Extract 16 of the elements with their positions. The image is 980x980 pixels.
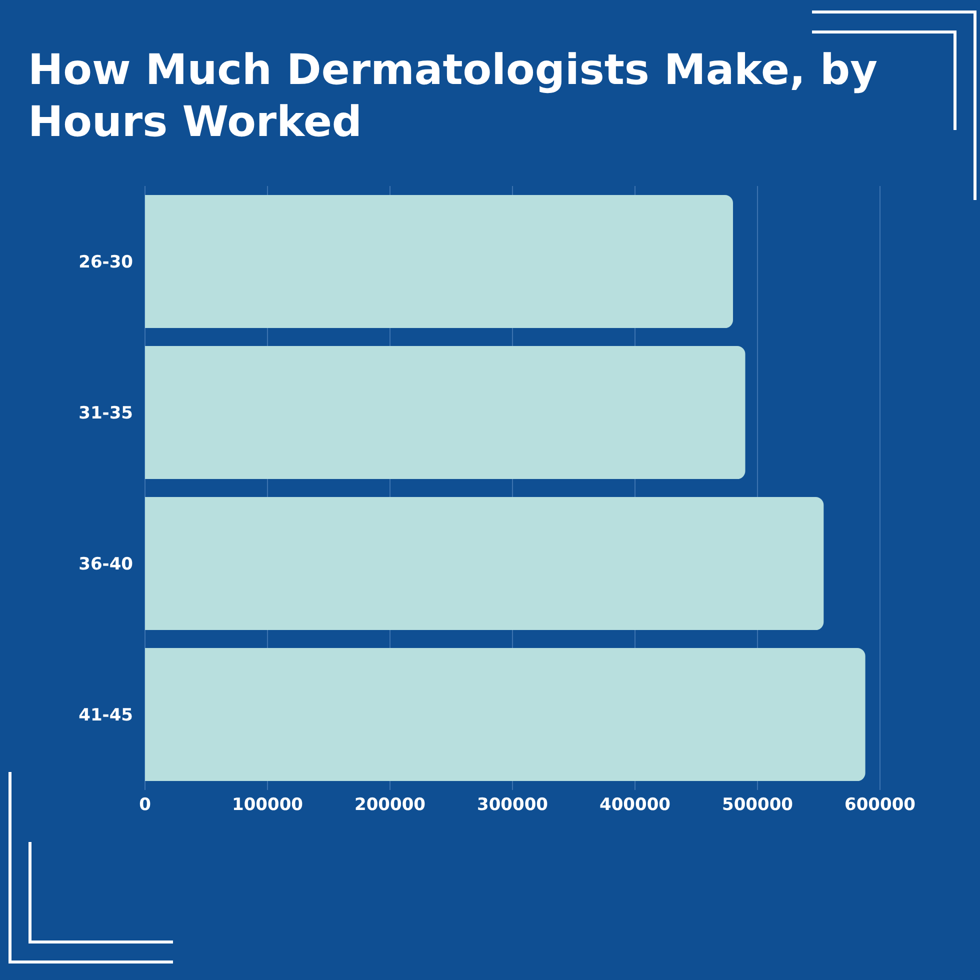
bar [145,346,746,480]
bar [145,648,866,782]
chart-title: How Much Dermatologists Make, by Hours Worked [28,44,878,148]
x-tick-label: 500000 [722,795,794,816]
y-tick-label: 26-30 [78,252,134,273]
y-tick-label: 31-35 [78,404,133,424]
x-tick-label: 600000 [844,795,916,816]
bar [145,195,733,328]
x-tick-label: 300000 [477,795,548,816]
x-tick-label: 200000 [354,795,426,816]
bar [145,497,824,630]
x-tick-label: 100000 [232,795,304,816]
y-tick-label: 41-45 [78,706,133,726]
x-tick-label: 0 [139,795,152,816]
x-tick-label: 400000 [600,795,671,816]
y-tick-label: 36-40 [78,554,134,575]
